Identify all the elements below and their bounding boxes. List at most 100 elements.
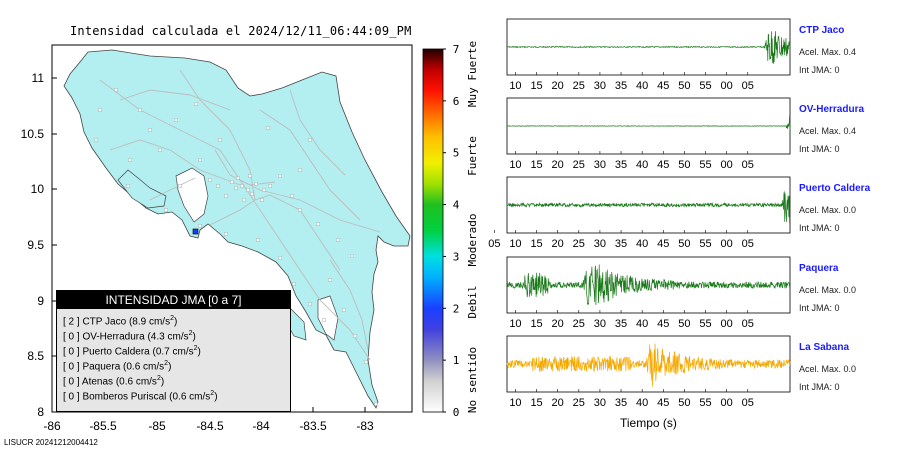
station-dot-2 <box>234 186 238 190</box>
trace-tick: 35 <box>615 238 627 250</box>
map-x-tick: -83.5 <box>299 419 327 433</box>
station-dot-48 <box>94 138 98 142</box>
trace-accel-max: Acel. Max. 0.4 <box>799 47 857 57</box>
station-dot-35 <box>298 168 302 172</box>
legend-item-unit-exp: 2 <box>164 360 169 367</box>
trace-tick: 05 <box>742 318 754 330</box>
colorbar-label: Muy Fuerte <box>466 41 479 107</box>
station-dot-30 <box>158 148 162 152</box>
trace-tick: 35 <box>615 397 627 409</box>
trace-tick: 20 <box>552 159 564 171</box>
station-dot-0 <box>240 184 244 188</box>
station-dot-19 <box>336 238 340 242</box>
station-dot-36 <box>308 138 312 142</box>
waveform <box>506 115 791 131</box>
trace-intensity: Int JMA: 0 <box>799 303 840 313</box>
station-dot-40 <box>198 224 202 228</box>
trace-tick: 20 <box>552 238 564 250</box>
trace-tick: 15 <box>530 80 542 92</box>
trace-tick: 20 <box>552 397 564 409</box>
waveform <box>506 264 791 306</box>
map-y-tick: 10.5 <box>21 127 45 141</box>
station-dot-21 <box>328 278 332 282</box>
trace-tick: 45 <box>657 80 669 92</box>
station-dot-5 <box>262 188 266 192</box>
page-title: Intensidad calculada el 2024/12/11_06:44… <box>70 24 412 38</box>
trace-intensity: Int JMA: 0 <box>799 223 840 233</box>
legend-item-close: ) <box>168 361 172 373</box>
station-dot-28 <box>114 88 118 92</box>
trace-tick: 25 <box>573 80 585 92</box>
station-dot-24 <box>364 360 368 364</box>
legend-item-close: ) <box>214 391 218 403</box>
legend-item-text: [ 0 ] OV-Herradura (4.3 cm/s <box>63 331 189 343</box>
trace-tick: 05 <box>742 159 754 171</box>
colorbar-tick: 7 <box>453 43 460 56</box>
trace-tick: 35 <box>615 159 627 171</box>
trace-panel-2: 05 10 15 20 25 30 35 40 45 50 55 00 05 <box>488 176 791 250</box>
jaco-intensity-marker <box>192 228 199 235</box>
trace-tick: 35 <box>615 80 627 92</box>
legend-item: [ 0 ] Puerto Caldera (0.7 cm/s2) <box>63 345 201 357</box>
trace-station-name: Puerto Caldera <box>799 183 871 194</box>
map-x-tick: -84 <box>252 419 270 433</box>
trace-tick: 30 <box>594 159 606 171</box>
station-dot-11 <box>224 194 228 198</box>
trace-accel-max: Acel. Max. 0.0 <box>799 205 857 215</box>
trace-tick: 40 <box>636 318 648 330</box>
map-x-tick: -83 <box>356 419 374 433</box>
time-axis-label: Tiempo (s) <box>620 416 677 430</box>
legend-item-close: ) <box>160 376 165 388</box>
trace-tick: 40 <box>636 159 648 171</box>
colorbar-label: Debil <box>466 285 479 318</box>
map-y-axis: 11 10.5 10 9.5 9 8.5 8 <box>21 71 57 419</box>
legend-item-text: [ 0 ] Paquera (0.6 cm/s <box>63 361 165 373</box>
legend-item-unit-exp: 2 <box>210 390 215 397</box>
trace-tick: 10 <box>509 318 521 330</box>
trace-tick: 55 <box>699 397 711 409</box>
trace-station-name: CTP Jaco <box>799 25 845 36</box>
station-dot-4 <box>250 192 254 196</box>
map-y-tick: 8 <box>37 405 44 419</box>
footer-id: LISUCR 20241212004412 <box>4 438 98 447</box>
trace-tick: 45 <box>657 397 669 409</box>
legend-item-close: ) <box>192 331 196 343</box>
trace-tick: 50 <box>678 80 690 92</box>
trace-station-name: OV-Herradura <box>799 104 865 115</box>
road-8 <box>289 89 346 176</box>
station-dot-42 <box>256 238 260 242</box>
station-dot-47 <box>98 108 102 112</box>
station-dot-10 <box>248 174 252 178</box>
legend-item-text: [ 0 ] Atenas (0.6 cm/s <box>63 376 157 388</box>
trace-intensity: Int JMA: 0 <box>799 382 840 392</box>
station-markers <box>94 88 378 406</box>
trace-tick: 00 <box>721 159 733 171</box>
trace-tick: 25 <box>573 397 585 409</box>
road-network <box>99 69 381 361</box>
map-y-tick: 9 <box>37 294 44 308</box>
map-x-tick: -84.5 <box>196 419 224 433</box>
trace-tick: 30 <box>594 318 606 330</box>
trace-station-name: Paquera <box>799 263 839 274</box>
trace-tick: 45 <box>657 159 669 171</box>
trace-tick: 15 <box>530 159 542 171</box>
trace-tick: 45 <box>657 238 669 250</box>
colorbar-tick: 3 <box>453 250 460 263</box>
station-dot-6 <box>242 198 246 202</box>
station-dot-15 <box>278 174 282 178</box>
trace-tick: 10 <box>509 80 521 92</box>
legend-item: [ 0 ] Atenas (0.6 cm/s2) <box>63 375 164 387</box>
road-4 <box>259 109 361 221</box>
station-dot-26 <box>148 128 152 132</box>
station-dot-25 <box>374 402 378 406</box>
station-dot-12 <box>260 198 264 202</box>
station-dot-14 <box>208 178 212 182</box>
gulf-nicoya <box>175 167 209 223</box>
road-7 <box>149 177 196 201</box>
trace-tick: 55 <box>699 80 711 92</box>
map-x-tick: -85 <box>148 419 166 433</box>
station-dot-20 <box>350 254 354 258</box>
waveform-panels: 10 15 20 25 30 35 40 45 50 55 00 05 10 15 20 25 30 35 40 45… <box>488 18 791 409</box>
map-x-tick: -86 <box>43 419 61 433</box>
